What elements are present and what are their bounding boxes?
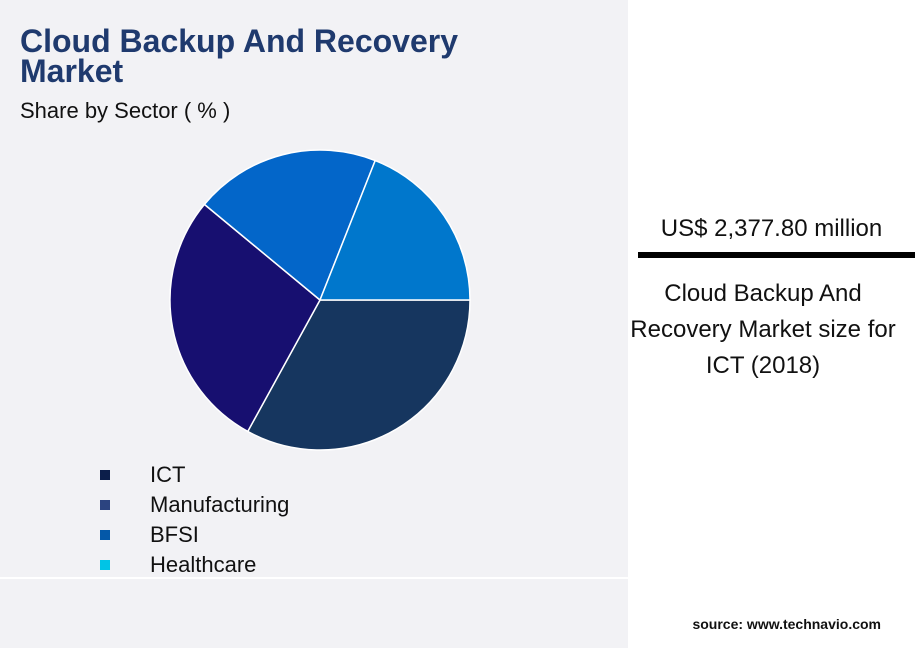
- source-text: source: www.technavio.com: [692, 616, 881, 632]
- divider: [0, 577, 628, 579]
- market-size-value: US$ 2,377.80 million: [660, 215, 883, 242]
- legend: ICT Manufacturing BFSI Healthcare: [100, 460, 289, 580]
- pie-slice-manufacturing: [169, 203, 321, 433]
- market-size-description: Cloud Backup And Recovery Market size fo…: [630, 280, 896, 379]
- chart-title: Cloud Backup And Recovery Market: [20, 23, 459, 89]
- pie-slice-ict: [246, 299, 471, 451]
- legend-label: Manufacturing: [150, 492, 290, 517]
- legend-label: BFSI: [150, 522, 199, 547]
- pie-slice-bfsi: [203, 149, 377, 302]
- legend-label: ICT: [150, 462, 186, 487]
- legend-swatch: [100, 560, 110, 570]
- legend-swatch: [100, 470, 110, 480]
- pie-chart: [169, 149, 471, 451]
- legend-swatch: [100, 500, 110, 510]
- legend-label: Healthcare: [150, 552, 257, 577]
- highlight-panel: US$ 2,377.80 million Cloud Backup And Re…: [628, 0, 915, 648]
- legend-item-bfsi: BFSI: [100, 520, 289, 550]
- pie-slice-healthcare: [318, 159, 471, 301]
- legend-item-ict: ICT: [100, 460, 289, 490]
- chart-subtitle: Share by Sector ( % ): [20, 98, 231, 123]
- legend-item-manufacturing: Manufacturing: [100, 490, 289, 520]
- legend-swatch: [100, 530, 110, 540]
- legend-item-healthcare: Healthcare: [100, 550, 289, 580]
- value-underline: [638, 252, 915, 258]
